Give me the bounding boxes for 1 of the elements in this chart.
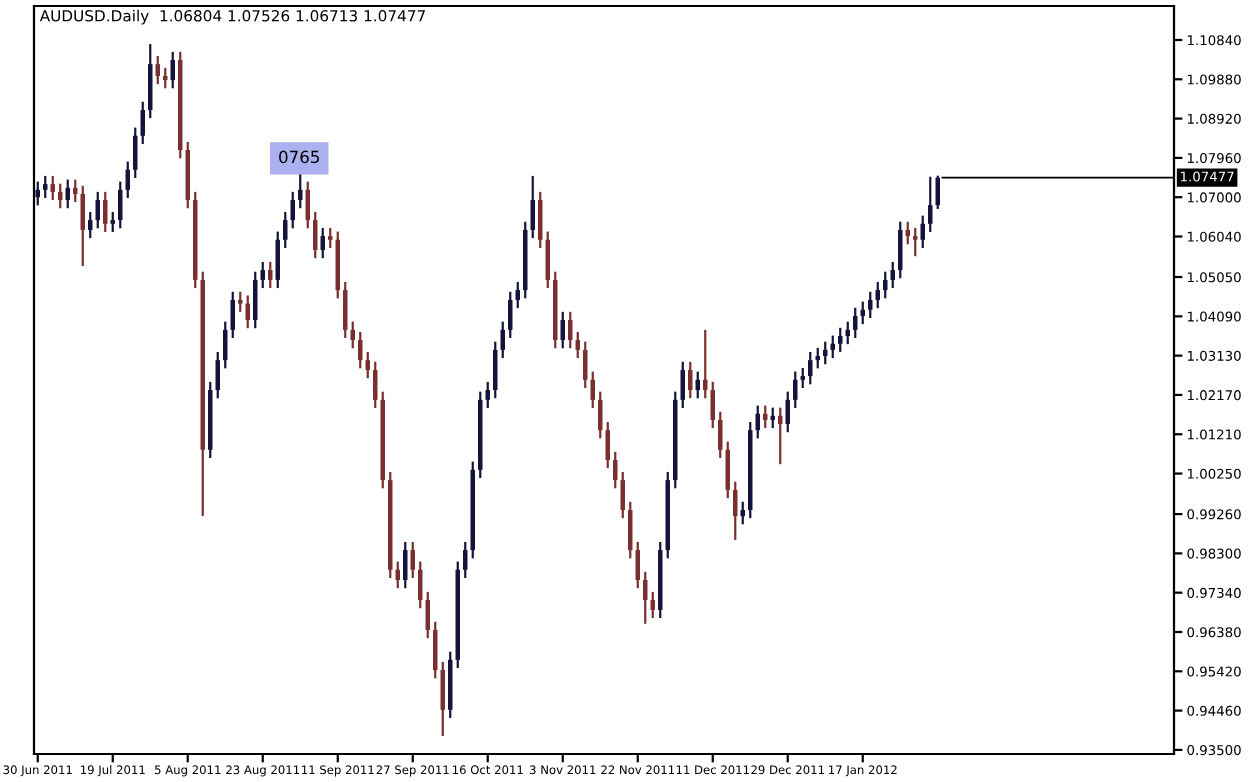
- annotation: 0765: [279, 150, 319, 164]
